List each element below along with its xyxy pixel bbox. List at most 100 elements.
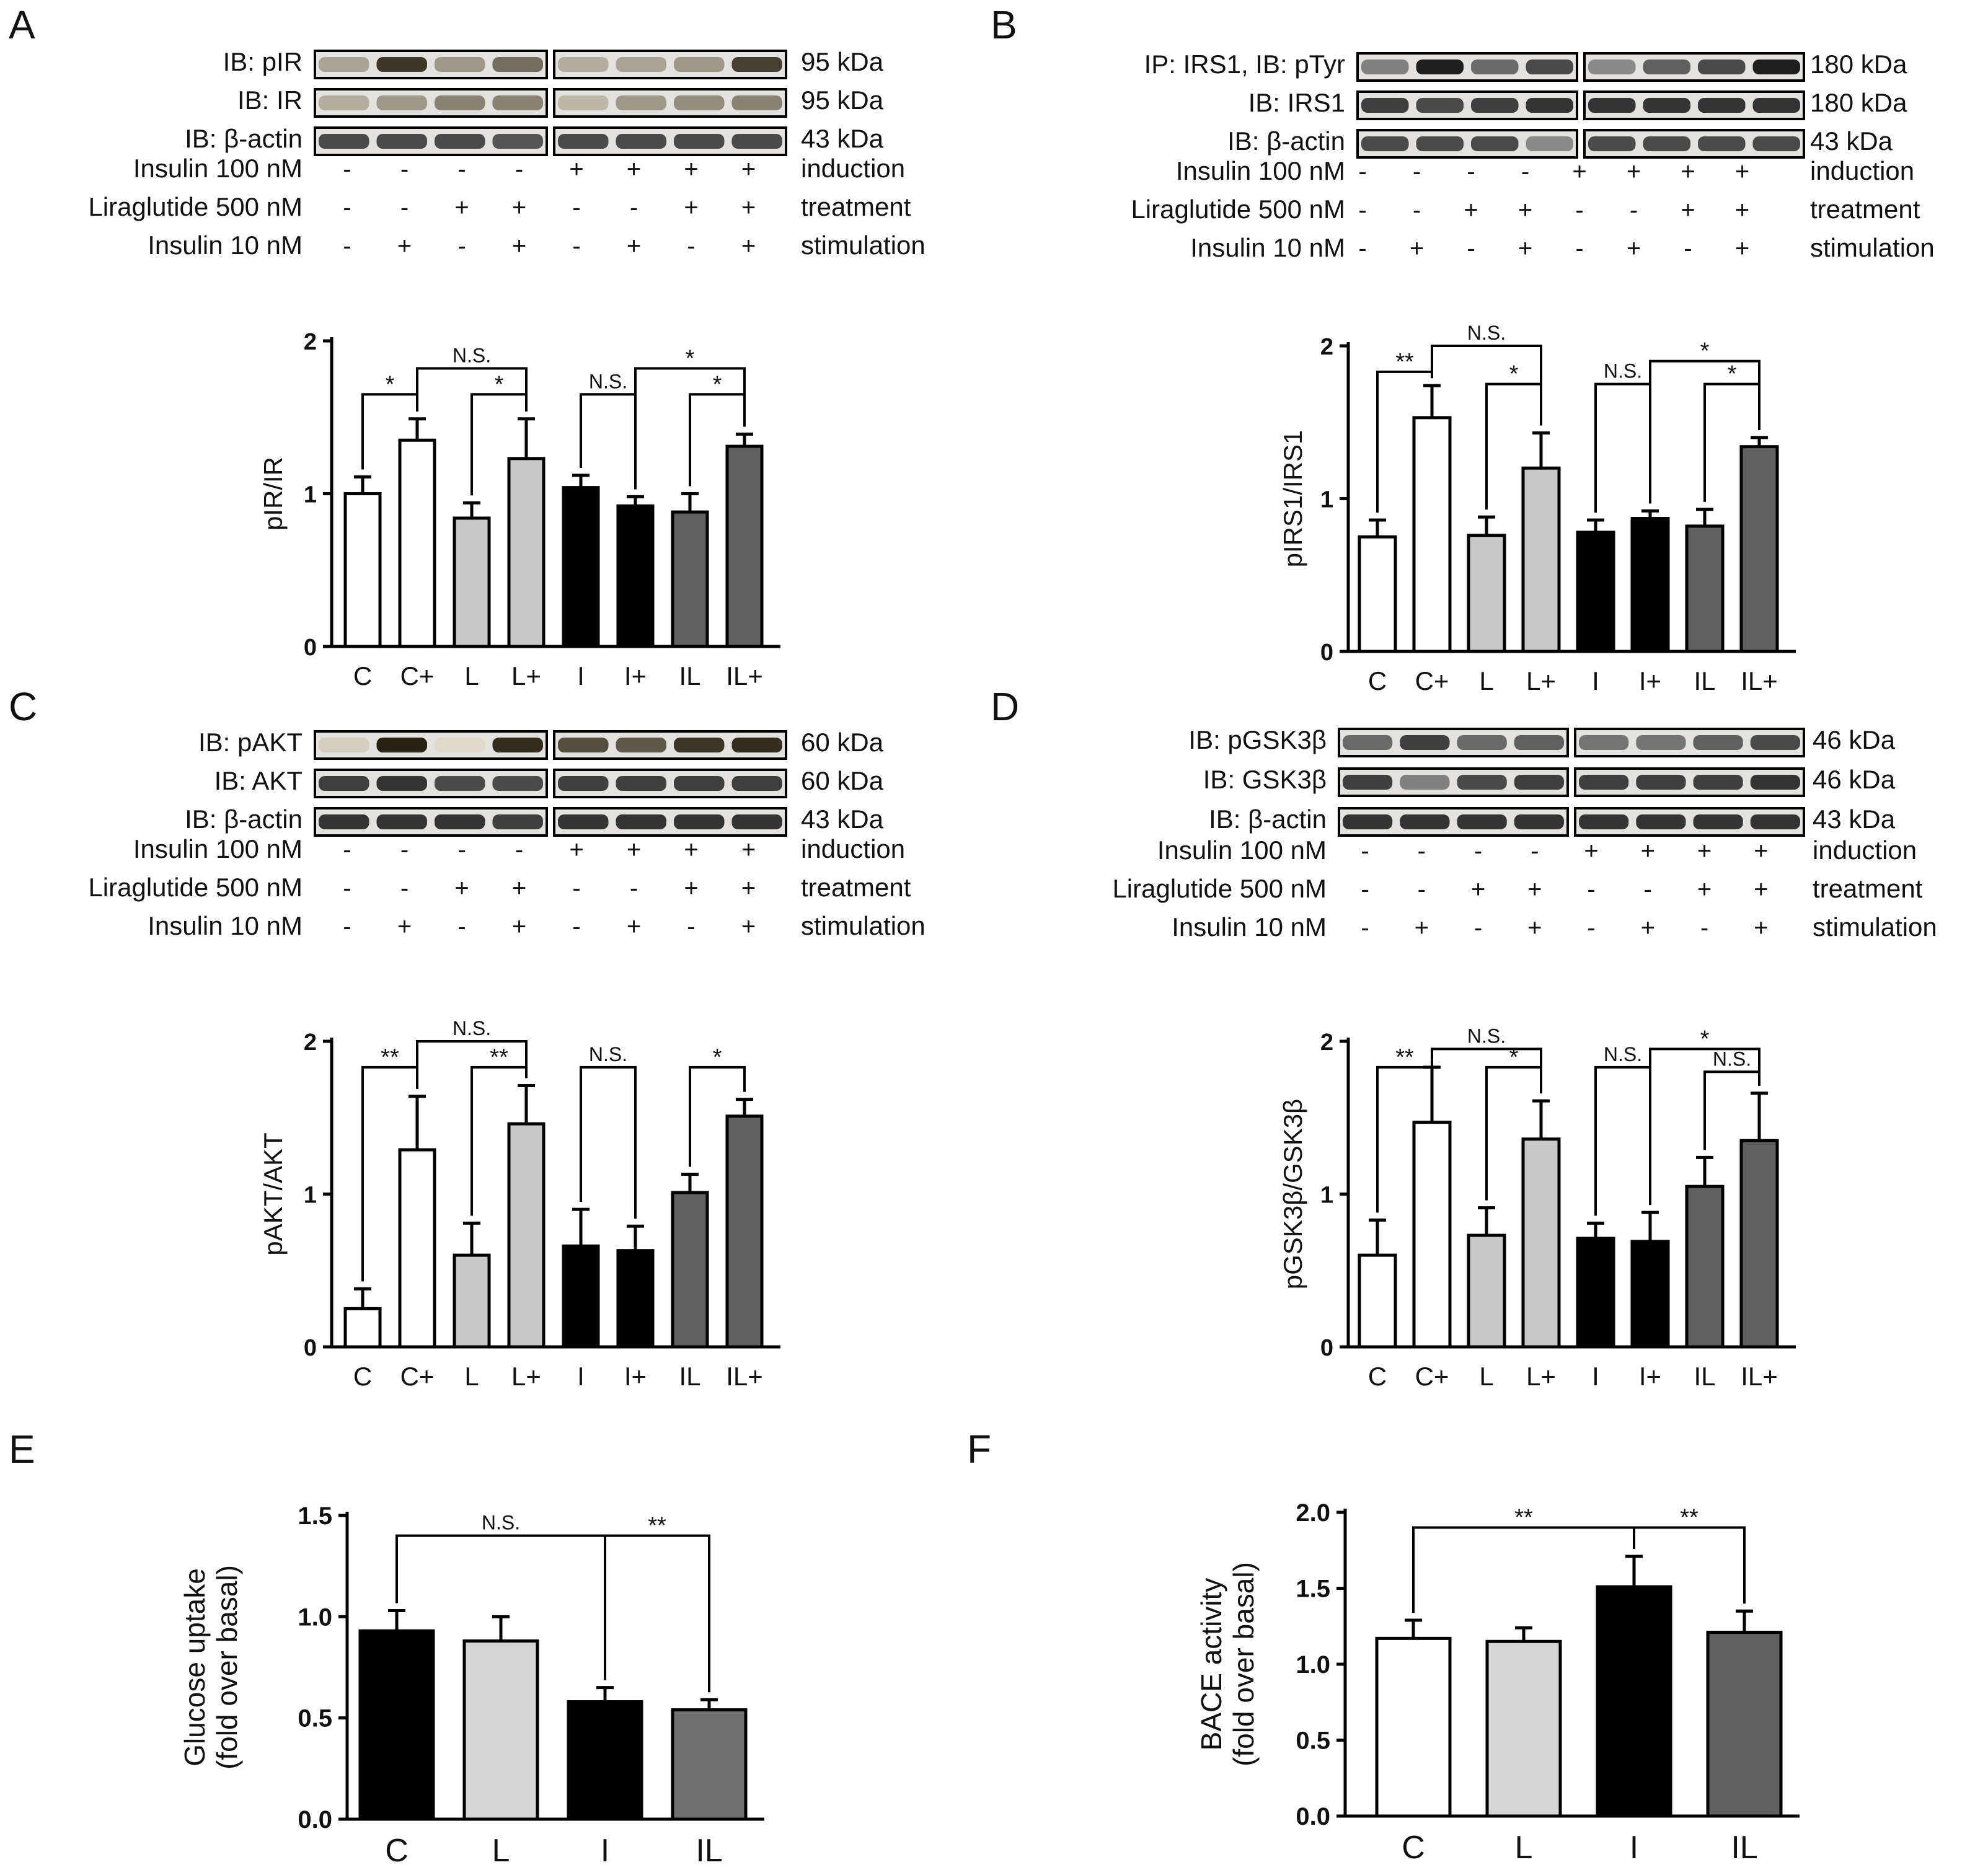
condition-sign: - <box>515 836 523 863</box>
condition-sign: - <box>343 836 351 863</box>
blot-band <box>376 57 427 72</box>
condition-sign: - <box>400 156 409 183</box>
condition-sign: + <box>1754 914 1768 942</box>
blot-band <box>1750 814 1800 829</box>
condition-sign: + <box>1415 914 1429 942</box>
condition-sign: + <box>1527 914 1542 942</box>
condition-sign: + <box>741 232 756 260</box>
y-axis-label: (fold over basal) <box>211 1565 243 1770</box>
condition-sign: - <box>1531 837 1539 865</box>
significance-bracket <box>1485 382 1542 510</box>
panel-letter: A <box>9 2 35 47</box>
bar <box>1739 1139 1779 1349</box>
x-tick-label: I <box>577 1362 585 1391</box>
blot-band <box>558 57 609 72</box>
blot-strip <box>553 807 787 837</box>
condition-sign: - <box>1467 158 1475 185</box>
blot-band <box>731 738 782 752</box>
blot-band <box>1579 735 1629 750</box>
bar <box>725 444 764 648</box>
bar <box>1467 1233 1506 1349</box>
y-tick-label: 0.0 <box>298 1806 332 1833</box>
significance-label: * <box>495 371 504 397</box>
significance-label: * <box>713 371 722 397</box>
blot-label: IB: β-actin <box>185 124 303 153</box>
blot-band <box>492 776 543 791</box>
condition-sign: - <box>1630 196 1638 224</box>
condition-label: Insulin 100 nM <box>133 834 303 863</box>
condition-label: Liraglutide 500 nM <box>88 873 303 902</box>
significance-label: N.S. <box>1467 322 1506 344</box>
blot-band <box>558 738 609 752</box>
condition-sign: + <box>512 913 526 940</box>
bar <box>1685 1184 1725 1349</box>
blot-band <box>376 95 427 110</box>
blot-band <box>1457 775 1507 790</box>
bar <box>453 516 491 648</box>
x-tick-label: C+ <box>1415 666 1449 695</box>
condition-sign: + <box>684 156 698 183</box>
bar <box>1358 1253 1397 1349</box>
y-tick-label: 2 <box>1320 1030 1333 1056</box>
condition-sign: - <box>343 913 351 940</box>
blot-size: 95 kDa <box>801 47 884 76</box>
condition-sign: + <box>1464 196 1478 224</box>
x-tick-label: IL <box>679 661 700 690</box>
condition-sign: + <box>1697 837 1712 865</box>
blot-band <box>1636 814 1686 829</box>
blot-band <box>731 814 782 829</box>
panel-d: D IB: pGSK3β 46 kDa IB: GSK3β 46 kDa IB: β-ac… <box>991 684 1937 942</box>
blot-band <box>616 134 666 149</box>
condition-sign: + <box>741 875 756 902</box>
condition-sign: - <box>400 194 409 221</box>
panel-letter: B <box>991 2 1017 47</box>
condition-sign: - <box>343 232 351 260</box>
significance-label: N.S. <box>453 1017 491 1039</box>
condition-sign: - <box>1587 876 1595 903</box>
blot-band <box>435 57 485 72</box>
y-axis-label: pIRS1/IRS1 <box>1278 430 1307 568</box>
bar <box>1685 524 1725 653</box>
blot-size: 43 kDa <box>801 124 884 153</box>
blot-band <box>1514 735 1564 750</box>
condition-sign: + <box>1681 158 1695 185</box>
x-tick-label: I+ <box>1639 1362 1661 1391</box>
bar <box>562 486 600 648</box>
bar <box>1706 1631 1783 1818</box>
condition-sign: - <box>1587 914 1595 942</box>
condition-word: stimulation <box>801 911 926 940</box>
blot-band <box>1400 735 1450 750</box>
significance-bracket <box>1703 382 1760 502</box>
y-tick-label: 0 <box>1320 640 1333 666</box>
y-tick-label: 0 <box>1320 1335 1333 1361</box>
blot-band <box>319 814 369 829</box>
condition-sign: + <box>1754 876 1768 903</box>
y-tick-label: 2 <box>304 1030 317 1056</box>
condition-sign: - <box>515 156 523 183</box>
blot-band <box>492 95 543 110</box>
blot-band <box>1643 98 1690 113</box>
condition-word: stimulation <box>801 231 926 260</box>
blot-band <box>1361 60 1409 74</box>
condition-word: stimulation <box>1813 912 1937 942</box>
y-tick-label: 0.0 <box>1296 1803 1330 1830</box>
blot-label: IP: IRS1, IB: pTyr <box>1144 50 1345 79</box>
bar <box>462 1639 539 1821</box>
condition-sign: + <box>454 875 469 902</box>
condition-label: Liraglutide 500 nM <box>1112 874 1327 903</box>
blot-band <box>1471 60 1519 74</box>
blot-band <box>1693 735 1743 750</box>
condition-label: Insulin 100 nM <box>1176 156 1345 185</box>
x-tick-label: I <box>1592 1362 1599 1391</box>
significance-label: N.S. <box>482 1512 520 1534</box>
x-tick-label: I <box>601 1833 609 1869</box>
blot-band <box>1416 136 1464 151</box>
significance-label: * <box>713 1044 722 1070</box>
bar <box>507 1122 546 1349</box>
chart-e: 0.0 0.5 1.0 1.5 Glucose uptake (fold over bas… <box>179 1502 764 1869</box>
blot-band <box>731 134 782 149</box>
y-tick-label: 0.5 <box>298 1705 332 1732</box>
x-tick-label: IL <box>696 1833 722 1869</box>
